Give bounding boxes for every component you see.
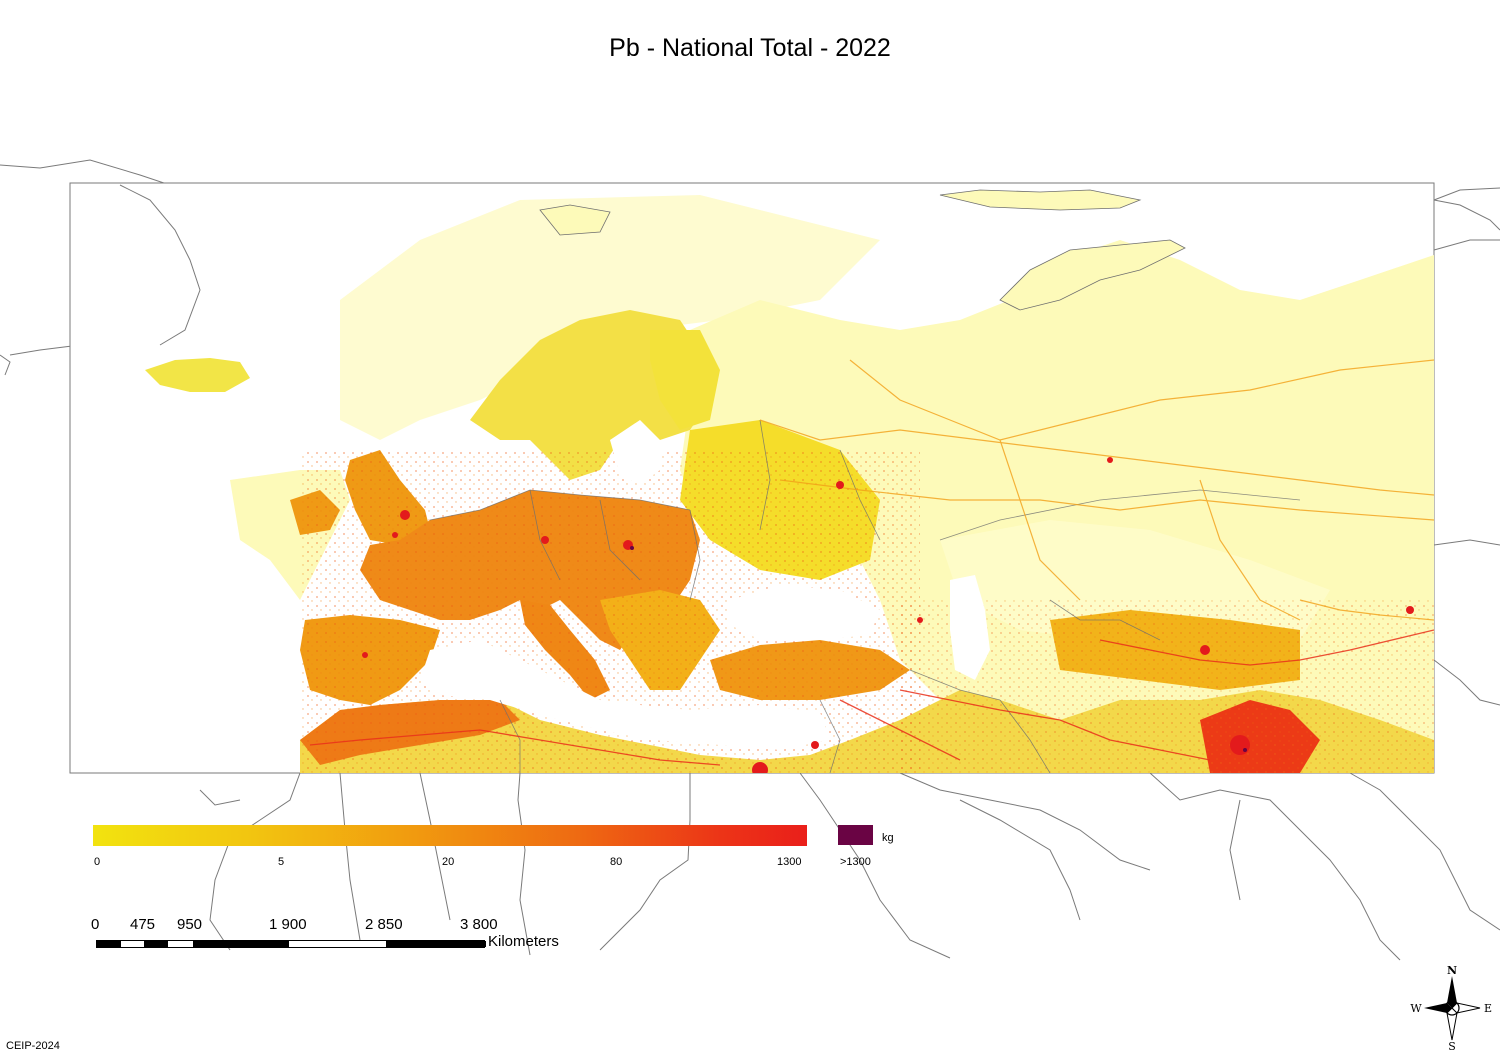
iceland [145,358,250,392]
compass-s: S [1448,1040,1456,1053]
transport-network [759,359,1434,621]
compass-w: W [1410,1002,1422,1015]
legend-tick: 1300 [777,856,802,868]
scale-unit: Kilometers [488,933,559,950]
legend-tick: 20 [442,856,455,868]
baltic-sea [610,420,660,485]
mediterranean-sea [420,640,830,750]
compass-n: N [1447,964,1457,977]
scale-label: 0 [91,916,100,933]
legend-unit: kg [882,832,894,844]
scale-label: 2 850 [365,916,403,933]
scale-label: 3 800 [460,916,498,933]
over-swatch [838,825,873,845]
overflow-points [630,546,1247,752]
credit-label: CEIP-2024 [6,1040,60,1052]
compass-e: E [1484,1002,1492,1015]
scale-label: 950 [177,916,203,933]
scale-label: 475 [130,916,156,933]
hot-network [309,629,1434,766]
world-outline [0,159,1500,961]
black-sea [730,585,880,640]
country-borders [429,419,1301,773]
legend-tick: 5 [278,856,285,868]
color-ramp [93,825,807,846]
caspian-sea [950,575,990,680]
hotspots [362,457,1414,773]
greenland-coast [119,184,1500,346]
map-title: Pb - National Total - 2022 [609,34,891,62]
scale-label: 1 900 [269,916,307,933]
speckle-overlay-east [900,600,1434,773]
legend-tick: 80 [610,856,623,868]
north-arrow-icon: N S E W [1410,964,1492,1053]
scale-bar [96,940,486,948]
arctic-islands [539,189,1186,311]
legend-tick: 0 [94,856,101,868]
legend-over-label: >1300 [840,856,871,868]
finland-region [650,330,720,430]
